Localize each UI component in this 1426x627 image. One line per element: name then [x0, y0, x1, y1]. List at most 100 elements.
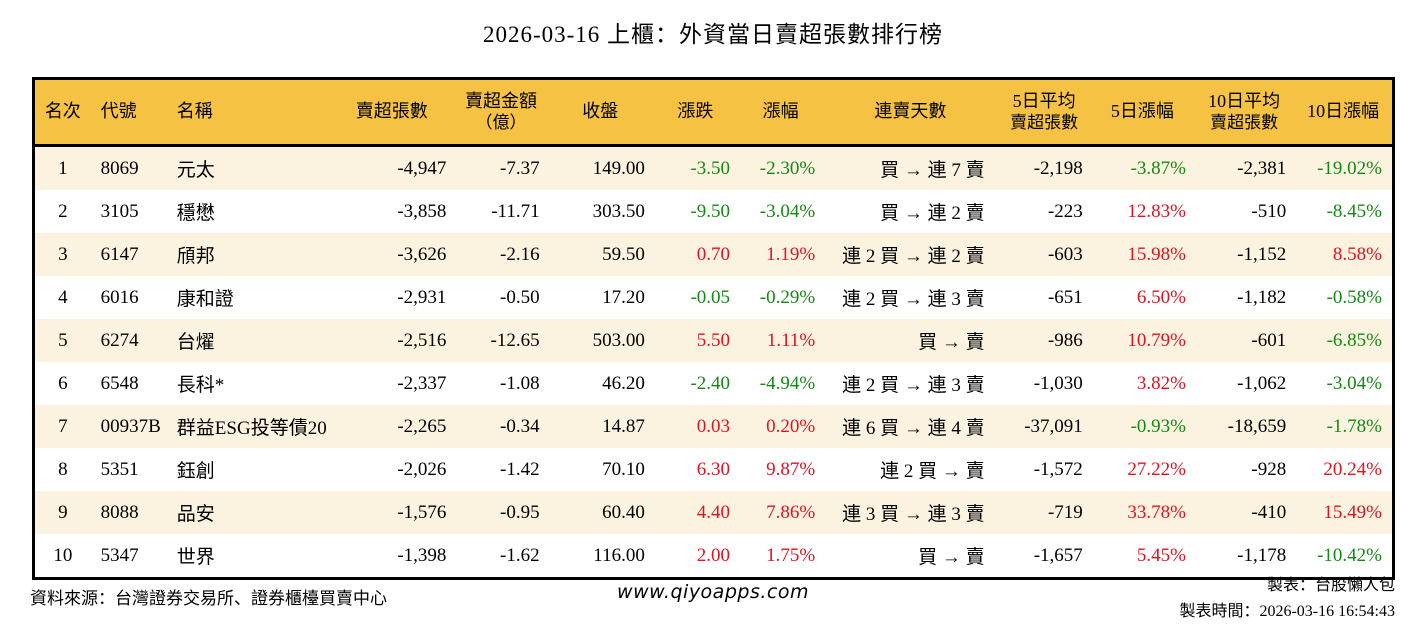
cell-avg5: -223	[1047, 200, 1083, 222]
header-row: 名次 代號 名稱 賣超張數 賣超金額 （億） 收盤 漲跌 漲幅 連賣天數 5日平均 賣超張數 5日漲幅 1…	[33, 78, 1394, 147]
cell-streak: 連 2 買 → 賣	[880, 461, 985, 482]
cell-close: 17.20	[602, 286, 645, 308]
cell-pct: 1.11%	[738, 319, 824, 362]
cell-streak: 連 3 買 → 連 3 賣	[823, 491, 998, 534]
cell-streak: 連 6 買 → 連 4 賣	[823, 405, 998, 448]
cell-amount: -2.16	[454, 233, 548, 276]
cell-avg10: -1,178	[1237, 544, 1287, 566]
cell-pct10: -0.58%	[1326, 286, 1382, 308]
cell-name: 群益ESG投等債20	[168, 405, 330, 448]
cell-avg5: -1,030	[1033, 372, 1083, 394]
table-row-1: 1 8069 元太 -4,947 -7.37 149.00 -3.50 -2.30% 買 → 連…	[33, 145, 1394, 190]
cell-name: 鈺創	[176, 461, 215, 482]
cell-avg10: -1,062	[1237, 372, 1287, 394]
cell-amount: -0.50	[500, 286, 540, 308]
cell-net_sell: -2,516	[329, 319, 455, 362]
cell-code: 5347	[100, 544, 139, 566]
table-row-6: 6 6548 長科* -2,337 -1.08 46.20 -2.40 -4.94% 連 2 買…	[34, 362, 1394, 405]
cell-chg: 5.50	[652, 319, 739, 362]
cell-chg: 4.40	[652, 491, 739, 534]
cell-streak: 買 → 連 2 賣	[880, 203, 985, 224]
page-title: 2026-03-16 上櫃：外資當日賣超張數排行榜	[482, 22, 944, 47]
cell-avg5: -719	[997, 491, 1091, 534]
cell-pct10: -19.02%	[1294, 145, 1394, 190]
column-header-avg10: 10日平均 賣超張數	[1194, 78, 1295, 147]
cell-amount: -1.62	[500, 544, 540, 566]
cell-avg10: -18,659	[1194, 405, 1295, 448]
column-header-avg5: 5日平均 賣超張數	[997, 78, 1091, 147]
cell-streak: 連 2 買 → 連 3 賣	[842, 375, 985, 396]
cell-pct5: 10.79%	[1090, 319, 1194, 362]
column-header-close: 收盤	[547, 78, 653, 147]
cell-pct: -3.04%	[759, 200, 816, 222]
cell-avg10: -928	[1251, 458, 1287, 480]
table-row-5: 5 6274 台燿 -2,516 -12.65 503.00 5.50 1.11% 買 → 賣-…	[33, 319, 1394, 362]
cell-rank: 6	[58, 372, 68, 394]
cell-avg5: -603	[997, 233, 1091, 276]
cell-chg: -9.50	[690, 200, 731, 222]
cell-avg10: -1,182	[1237, 286, 1287, 308]
cell-pct10: 15.49%	[1294, 491, 1394, 534]
cell-amount: -7.37	[454, 145, 548, 190]
column-header-amount: 賣超金額 （億）	[454, 78, 548, 147]
cell-close: 46.20	[602, 372, 645, 394]
website-text: www.qiyoapps.com	[617, 581, 809, 603]
column-header-net_sell: 賣超張數	[329, 78, 455, 147]
cell-amount: -1.42	[500, 458, 540, 480]
cell-name: 元太	[168, 145, 330, 190]
cell-name: 長科*	[176, 375, 225, 396]
cell-avg10: -601	[1194, 319, 1295, 362]
cell-avg10: -510	[1251, 200, 1287, 222]
cell-chg: 0.70	[652, 233, 739, 276]
column-header-chg: 漲跌	[652, 78, 739, 147]
cell-pct5: 12.83%	[1127, 200, 1186, 222]
cell-avg5: -1,572	[1033, 458, 1083, 480]
cell-streak: 買 → 連 7 賣	[823, 145, 998, 190]
column-header-pct10: 10日漲幅	[1294, 78, 1394, 147]
column-header-code: 代號	[90, 78, 169, 147]
cell-name: 台燿	[168, 319, 330, 362]
cell-pct5: 15.98%	[1090, 233, 1194, 276]
cell-pct5: 5.45%	[1136, 544, 1186, 566]
cell-pct: -2.30%	[738, 145, 824, 190]
column-header-streak: 連賣天數	[823, 78, 998, 147]
cell-pct10: -10.42%	[1317, 544, 1382, 566]
cell-avg5: -2,198	[997, 145, 1091, 190]
cell-amount: -12.65	[454, 319, 548, 362]
cell-pct: 0.20%	[738, 405, 824, 448]
cell-net_sell: -2,265	[329, 405, 455, 448]
cell-name: 康和證	[176, 289, 234, 310]
column-header-name: 名稱	[168, 78, 330, 147]
cell-rank: 1	[33, 145, 91, 190]
cell-amount: -1.08	[500, 372, 540, 394]
cell-pct: 9.87%	[766, 458, 816, 480]
cell-avg10: -1,152	[1194, 233, 1295, 276]
cell-net_sell: -1,398	[397, 544, 447, 566]
made-by: 製表：台股懶人包	[1266, 577, 1395, 594]
footer: 資料來源：台灣證券交易所、證券櫃檯買賣中心 www.qiyoapps.com 製…	[0, 575, 1426, 625]
cell-name: 世界	[176, 547, 215, 568]
cell-code: 5351	[100, 458, 139, 480]
column-header-pct: 漲幅	[738, 78, 824, 147]
cell-net_sell: -2,337	[397, 372, 447, 394]
cell-avg5: -651	[1047, 286, 1083, 308]
cell-net_sell: -2,026	[397, 458, 447, 480]
cell-pct5: 33.78%	[1090, 491, 1194, 534]
cell-close: 503.00	[547, 319, 653, 362]
table-row-4: 4 6016 康和證 -2,931 -0.50 17.20 -0.05 -0.29% 連 2 買…	[34, 276, 1394, 319]
cell-close: 60.40	[547, 491, 653, 534]
cell-code: 6548	[100, 372, 139, 394]
cell-net_sell: -3,626	[329, 233, 455, 276]
cell-code: 8088	[90, 491, 169, 534]
cell-pct5: 3.82%	[1136, 372, 1186, 394]
cell-chg: -3.50	[652, 145, 739, 190]
cell-pct5: 6.50%	[1136, 286, 1186, 308]
cell-avg5: -37,091	[997, 405, 1091, 448]
table-row-10: 10 5347 世界 -1,398 -1.62 116.00 2.00 1.75% 買 → 賣 -…	[34, 534, 1394, 579]
table-row-7: 7 00937B 群益ESG投等債20 -2,265 -0.34 14.87 0.03 0.2…	[33, 405, 1394, 448]
cell-name: 品安	[168, 491, 330, 534]
cell-chg: 2.00	[696, 544, 731, 566]
table-row-9: 9 8088 品安 -1,576 -0.95 60.40 4.40 7.86% 連 3 買 → …	[33, 491, 1394, 534]
cell-avg10: -2,381	[1194, 145, 1295, 190]
cell-pct: 7.86%	[738, 491, 824, 534]
